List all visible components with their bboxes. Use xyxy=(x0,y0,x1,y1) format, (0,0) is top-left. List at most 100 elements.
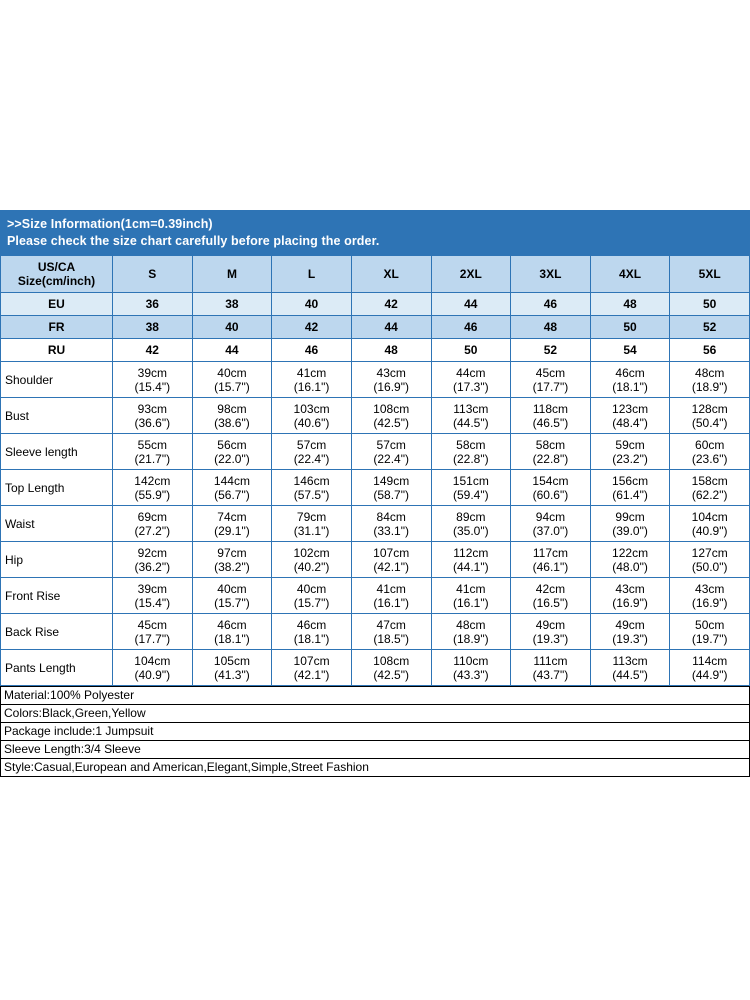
measurement-label: Pants Length xyxy=(0,649,113,686)
measurement-cell: 57cm (22.4") xyxy=(271,433,352,470)
measurement-cell: 154cm (60.6") xyxy=(510,469,591,506)
measurement-row-front-rise: Front Rise 39cm (15.4") 40cm (15.7") 40cm (15.… xyxy=(0,577,750,614)
measurement-cell: 107cm (42.1") xyxy=(271,649,352,686)
measurement-label: Shoulder xyxy=(0,361,113,398)
measurement-cell: 127cm (50.0") xyxy=(669,541,750,578)
measurement-row-sleeve-length: Sleeve length 55cm (21.7") 56cm (22.0") 57cm(… xyxy=(0,433,750,470)
measurement-cell: 58cm (22.8") xyxy=(510,433,591,470)
measurement-cell: 59cm (23.2") xyxy=(589,433,671,470)
banner-subtitle: Please check the size chart carefully be… xyxy=(7,234,380,248)
product-info-box: Material:100% Polyester Colors:Black,Gre… xyxy=(0,686,750,777)
measurement-cell: 48cm (18.9") xyxy=(669,361,750,398)
measurement-cell: 46cm (18.1") xyxy=(271,613,352,650)
measurement-row-waist: Waist 69cm (27.2") 74cm (29.1") 79cm (31.1") 84… xyxy=(0,505,750,542)
info-sleeve-length: Sleeve Length:3/4 Sleeve xyxy=(1,741,749,759)
measurement-cell: 41cm (16.1") xyxy=(430,577,512,614)
size-col-l: L xyxy=(271,255,352,293)
info-colors: Colors:Black,Green,Yellow xyxy=(1,705,749,723)
region-value: 40 xyxy=(191,315,273,339)
measurement-label: Bust xyxy=(0,397,113,434)
measurement-cell: 93cm (36.6") xyxy=(112,397,193,434)
measurement-cell: 40cm (15.7") xyxy=(191,577,273,614)
measurement-cell: 94cm (37.0") xyxy=(510,505,591,542)
region-value: 54 xyxy=(589,338,671,362)
size-col-s: S xyxy=(112,255,193,293)
measurement-cell: 146cm (57.5") xyxy=(271,469,352,506)
info-material: Material:100% Polyester xyxy=(1,687,749,705)
measurement-cell: 113cm (44.5") xyxy=(430,397,512,434)
size-col-4xl: 4XL xyxy=(589,255,671,293)
region-value: 50 xyxy=(669,292,750,316)
measurement-cell: 113cm (44.5") xyxy=(589,649,671,686)
measurement-cell: 39cm (15.4") xyxy=(112,577,193,614)
region-value: 50 xyxy=(430,338,512,362)
measurement-cell: 42cm (16.5") xyxy=(510,577,591,614)
measurement-cell: 44cm (17.3") xyxy=(430,361,512,398)
measurement-label: Hip xyxy=(0,541,113,578)
size-col-2xl: 2XL xyxy=(430,255,512,293)
measurement-cell: 74cm (29.1") xyxy=(191,505,273,542)
region-value: 50 xyxy=(589,315,671,339)
measurement-cell: 57cm (22.4") xyxy=(350,433,432,470)
measurement-cell: 108cm (42.5") xyxy=(350,649,432,686)
region-value: 48 xyxy=(350,338,432,362)
measurement-cell: 45cm (17.7") xyxy=(510,361,591,398)
region-value: 48 xyxy=(589,292,671,316)
measurement-label: Top Length xyxy=(0,469,113,506)
region-row-ru: RU 42 44 46 48 50 52 54 56 xyxy=(0,338,750,362)
measurement-cell: 151cm (59.4") xyxy=(430,469,512,506)
region-value: 44 xyxy=(191,338,273,362)
measurement-cell: 144cm (56.7") xyxy=(191,469,273,506)
measurement-cell: 46cm (18.1") xyxy=(191,613,273,650)
measurement-row-shoulder: Shoulder 39cm (15.4") 40cm (15.7") 41cm (16.1"… xyxy=(0,361,750,398)
region-value: 42 xyxy=(112,338,193,362)
region-value: 44 xyxy=(430,292,512,316)
measurement-cell: 111cm (43.7") xyxy=(510,649,591,686)
region-label: FR xyxy=(0,315,113,339)
size-info-banner: >>Size Information(1cm=0.39inch) Please … xyxy=(0,210,750,255)
measurement-cell: 58cm (22.8") xyxy=(430,433,512,470)
measurement-cell: 41cm (16.1") xyxy=(350,577,432,614)
measurement-cell: 84cm (33.1") xyxy=(350,505,432,542)
region-value: 56 xyxy=(669,338,750,362)
measurement-cell: 117cm (46.1") xyxy=(510,541,591,578)
measurement-cell: 43cm (16.9") xyxy=(669,577,750,614)
measurement-row-top-length: Top Length 142cm (55.9") 144cm (56.7") 146cm(… xyxy=(0,469,750,506)
measurement-cell: 69cm (27.2") xyxy=(112,505,193,542)
region-value: 38 xyxy=(112,315,193,339)
measurement-cell: 98cm (38.6") xyxy=(191,397,273,434)
measurement-cell: 156cm (61.4") xyxy=(589,469,671,506)
region-value: 36 xyxy=(112,292,193,316)
size-header-row: US/CA Size(cm/inch) S M L XL 2XL 3XL 4XL 5XL xyxy=(0,255,750,293)
measurement-cell: 158cm (62.2") xyxy=(669,469,750,506)
measurement-cell: 45cm (17.7") xyxy=(112,613,193,650)
measurement-row-bust: Bust 93cm (36.6") 98cm (38.6") 103cm (40.6") 10… xyxy=(0,397,750,434)
measurement-cell: 149cm (58.7") xyxy=(350,469,432,506)
region-value: 42 xyxy=(350,292,432,316)
measurement-cell: 55cm (21.7") xyxy=(112,433,193,470)
measurement-cell: 104cm (40.9") xyxy=(112,649,193,686)
measurement-cell: 39cm (15.4") xyxy=(112,361,193,398)
size-col-xl: XL xyxy=(350,255,432,293)
region-value: 46 xyxy=(430,315,512,339)
measurement-cell: 97cm (38.2") xyxy=(191,541,273,578)
measurement-cell: 104cm (40.9") xyxy=(669,505,750,542)
measurement-cell: 142cm (55.9") xyxy=(112,469,193,506)
measurement-cell: 47cm (18.5") xyxy=(350,613,432,650)
measurement-cell: 46cm (18.1") xyxy=(589,361,671,398)
region-value: 52 xyxy=(669,315,750,339)
measurement-cell: 79cm (31.1") xyxy=(271,505,352,542)
region-value: 48 xyxy=(510,315,591,339)
measurement-cell: 49cm (19.3") xyxy=(589,613,671,650)
measurement-cell: 40cm (15.7") xyxy=(271,577,352,614)
measurement-cell: 110cm (43.3") xyxy=(430,649,512,686)
measurement-row-hip: Hip 92cm (36.2") 97cm (38.2") 102cm (40.2") 107… xyxy=(0,541,750,578)
measurement-cell: 56cm (22.0") xyxy=(191,433,273,470)
measurement-row-back-rise: Back Rise 45cm (17.7") 46cm (18.1") 46cm (18.1… xyxy=(0,613,750,650)
size-col-m: M xyxy=(191,255,273,293)
measurement-cell: 43cm (16.9") xyxy=(350,361,432,398)
region-label: RU xyxy=(0,338,113,362)
region-label: EU xyxy=(0,292,113,316)
info-style: Style:Casual,European and American,Elega… xyxy=(4,760,369,774)
measurement-cell: 114cm (44.9") xyxy=(669,649,750,686)
